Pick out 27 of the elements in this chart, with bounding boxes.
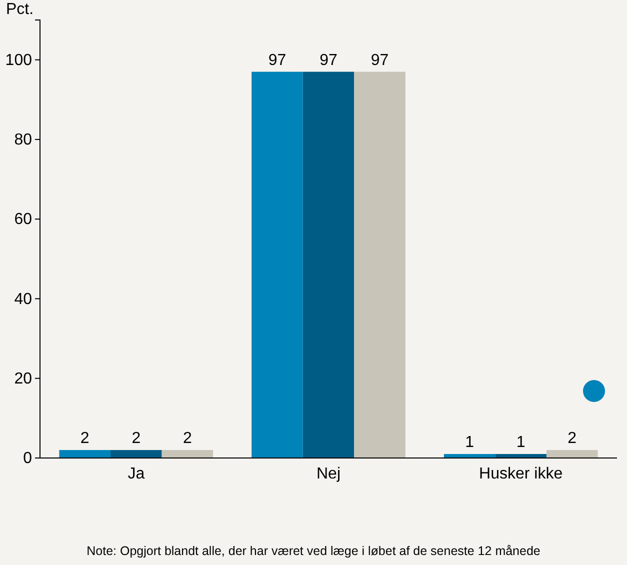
bar <box>252 72 303 458</box>
y-tick-label: 100 <box>5 52 32 69</box>
data-label: 1 <box>465 434 474 452</box>
bar <box>110 450 162 458</box>
data-label: 97 <box>268 52 286 69</box>
bar <box>162 450 214 458</box>
y-tick-label: 0 <box>23 450 32 468</box>
y-tick-label: 40 <box>14 290 32 308</box>
x-tick-label: Nej <box>316 466 341 483</box>
data-label: 2 <box>568 430 577 448</box>
data-label: 2 <box>183 430 192 448</box>
y-tick-label: 80 <box>14 132 32 149</box>
y-axis-title: Pct. <box>6 1 34 18</box>
y-tick-label: 20 <box>14 370 32 388</box>
x-tick-label: Husker ikke <box>479 466 563 483</box>
y-tick-label: 60 <box>14 211 32 228</box>
text: Note: Opgjort blandt alle, der har været ved læge i løbet af de seneste 12 månede <box>86 544 540 558</box>
x-tick-label: Ja <box>128 466 145 483</box>
data-label: 2 <box>132 430 141 448</box>
bar <box>354 72 406 458</box>
data-label: 97 <box>370 52 389 69</box>
bar <box>302 72 354 458</box>
bar <box>546 450 598 458</box>
data-label: 97 <box>320 52 338 69</box>
data-label: 1 <box>516 434 526 452</box>
bar <box>59 450 111 458</box>
data-label: 2 <box>80 430 90 448</box>
